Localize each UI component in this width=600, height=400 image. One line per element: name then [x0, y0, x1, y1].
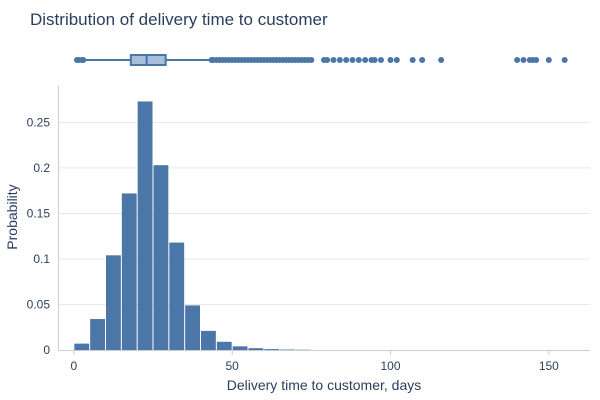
histogram-bar — [201, 330, 216, 350]
box-outlier-point — [330, 57, 337, 63]
box-outlier-point — [324, 57, 331, 63]
box-outlier-point — [514, 57, 521, 63]
histogram-bar — [169, 242, 185, 350]
box-outlier-point — [409, 57, 416, 63]
x-tick-label: 150 — [539, 359, 559, 373]
chart-title: Distribution of delivery time to custome… — [30, 10, 328, 29]
box-outlier-point — [362, 57, 369, 63]
histogram-bar — [153, 165, 169, 350]
box-outlier-point — [561, 57, 568, 63]
axes: 0 0.05 0.1 0.15 0.2 0.25 0 50 100 150 — [27, 86, 590, 373]
box-outlier-point — [520, 57, 527, 63]
y-tick-label: 0.1 — [33, 252, 50, 266]
histogram-bar — [216, 341, 232, 350]
box-outlier-point — [349, 57, 356, 63]
box-outlier-point — [533, 57, 540, 63]
x-tick-label: 100 — [380, 359, 400, 373]
box-outlier-point — [545, 57, 552, 63]
y-tick-label: 0.25 — [27, 115, 51, 129]
box-outlier-point — [336, 57, 343, 63]
y-tick-label: 0.2 — [33, 161, 50, 175]
histogram-bar — [232, 346, 248, 350]
y-tick-label: 0.15 — [27, 206, 51, 220]
y-tick-label: 0.05 — [27, 297, 51, 311]
grid-lines — [58, 121, 590, 305]
histogram-bars — [74, 101, 311, 350]
box-outlier-point — [371, 57, 378, 63]
box-outlier-point — [378, 57, 384, 63]
x-tick-label: 50 — [225, 359, 239, 373]
histogram-bar — [137, 101, 153, 350]
y-tick-label: 0 — [43, 343, 50, 357]
box-outlier-point — [387, 57, 394, 63]
x-axis-title: Delivery time to customer, days — [227, 377, 422, 393]
box-outlier-point — [343, 57, 350, 63]
box-outlier-point — [419, 57, 426, 63]
marginal-boxplot — [74, 54, 568, 66]
histogram-bar — [106, 255, 121, 350]
box-iqr — [129, 54, 167, 66]
box-outlier-point — [393, 57, 400, 63]
histogram-bar — [264, 349, 280, 350]
histogram-bar — [248, 348, 264, 350]
y-axis-title: Probability — [4, 184, 20, 249]
box-outlier-point — [308, 57, 315, 63]
histogram-bar — [90, 319, 105, 350]
histogram-bar — [121, 193, 137, 350]
x-tick-label: 0 — [70, 359, 77, 373]
histogram-bar — [74, 343, 90, 350]
box-outlier-point — [438, 57, 445, 63]
box-outlier-point — [355, 57, 362, 63]
histogram-bar — [185, 305, 200, 350]
box-outlier-point — [80, 57, 87, 63]
